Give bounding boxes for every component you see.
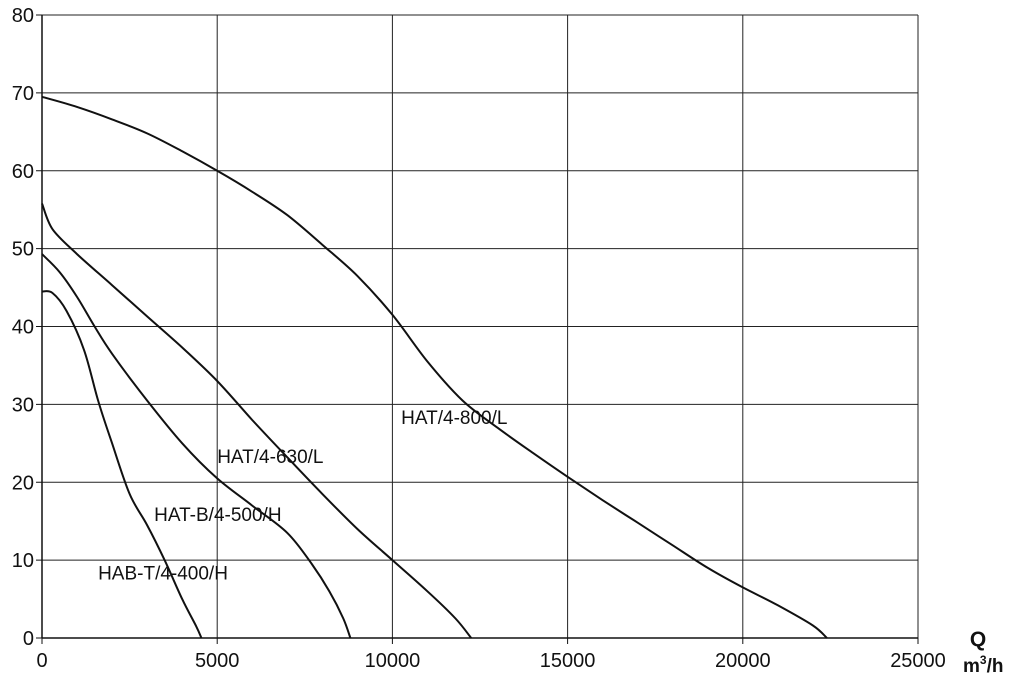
y-tick-label: 60 (12, 161, 34, 183)
y-tick-label: 20 (12, 472, 34, 494)
x-tick-label: 25000 (890, 650, 946, 672)
x-axis-title: Q m3/h (963, 628, 1003, 677)
y-tick-label: 80 (12, 5, 34, 27)
y-tick-label: 50 (12, 239, 34, 261)
y-tick-label: 30 (12, 394, 34, 416)
curves (41, 95, 828, 639)
tick-labels: 0 10 20 30 40 50 60 70 80 0 5000 10000 15000 20000 250… (12, 5, 946, 672)
curve-label-2: HAT/4-630/L (217, 447, 323, 468)
axes (36, 14, 919, 644)
series-line-2 (41, 203, 472, 639)
x-axis-unit: m3/h (963, 653, 1003, 677)
y-tick-label: 70 (12, 83, 34, 105)
x-tick-label: 20000 (715, 650, 771, 672)
y-tick-label: 40 (12, 317, 34, 339)
x-tick-label: 5000 (195, 650, 240, 672)
curve-label-3: HAT-B/4-500/H (154, 505, 281, 526)
series-line-4 (41, 290, 203, 639)
x-tick-label: 0 (36, 650, 47, 672)
x-tick-label: 15000 (540, 650, 596, 672)
curve-label-4: HAB-T/4-400/H (98, 564, 228, 585)
x-axis-unit-tail: /h (987, 656, 1004, 677)
curve-label-1: HAT/4-800/L (401, 408, 507, 429)
x-axis-unit-sup: 3 (980, 653, 987, 667)
x-axis-symbol: Q (970, 628, 986, 651)
x-tick-label: 10000 (365, 650, 421, 672)
y-tick-label: 0 (23, 628, 34, 650)
grid (41, 14, 919, 639)
y-tick-label: 10 (12, 550, 34, 572)
series-line-1 (41, 95, 828, 639)
x-axis-unit-base: m (963, 656, 980, 677)
curve-labels: HAT/4-800/L HAT/4-630/L HAT-B/4-500/H HAB-T… (98, 408, 507, 585)
series-line-3 (41, 253, 352, 639)
